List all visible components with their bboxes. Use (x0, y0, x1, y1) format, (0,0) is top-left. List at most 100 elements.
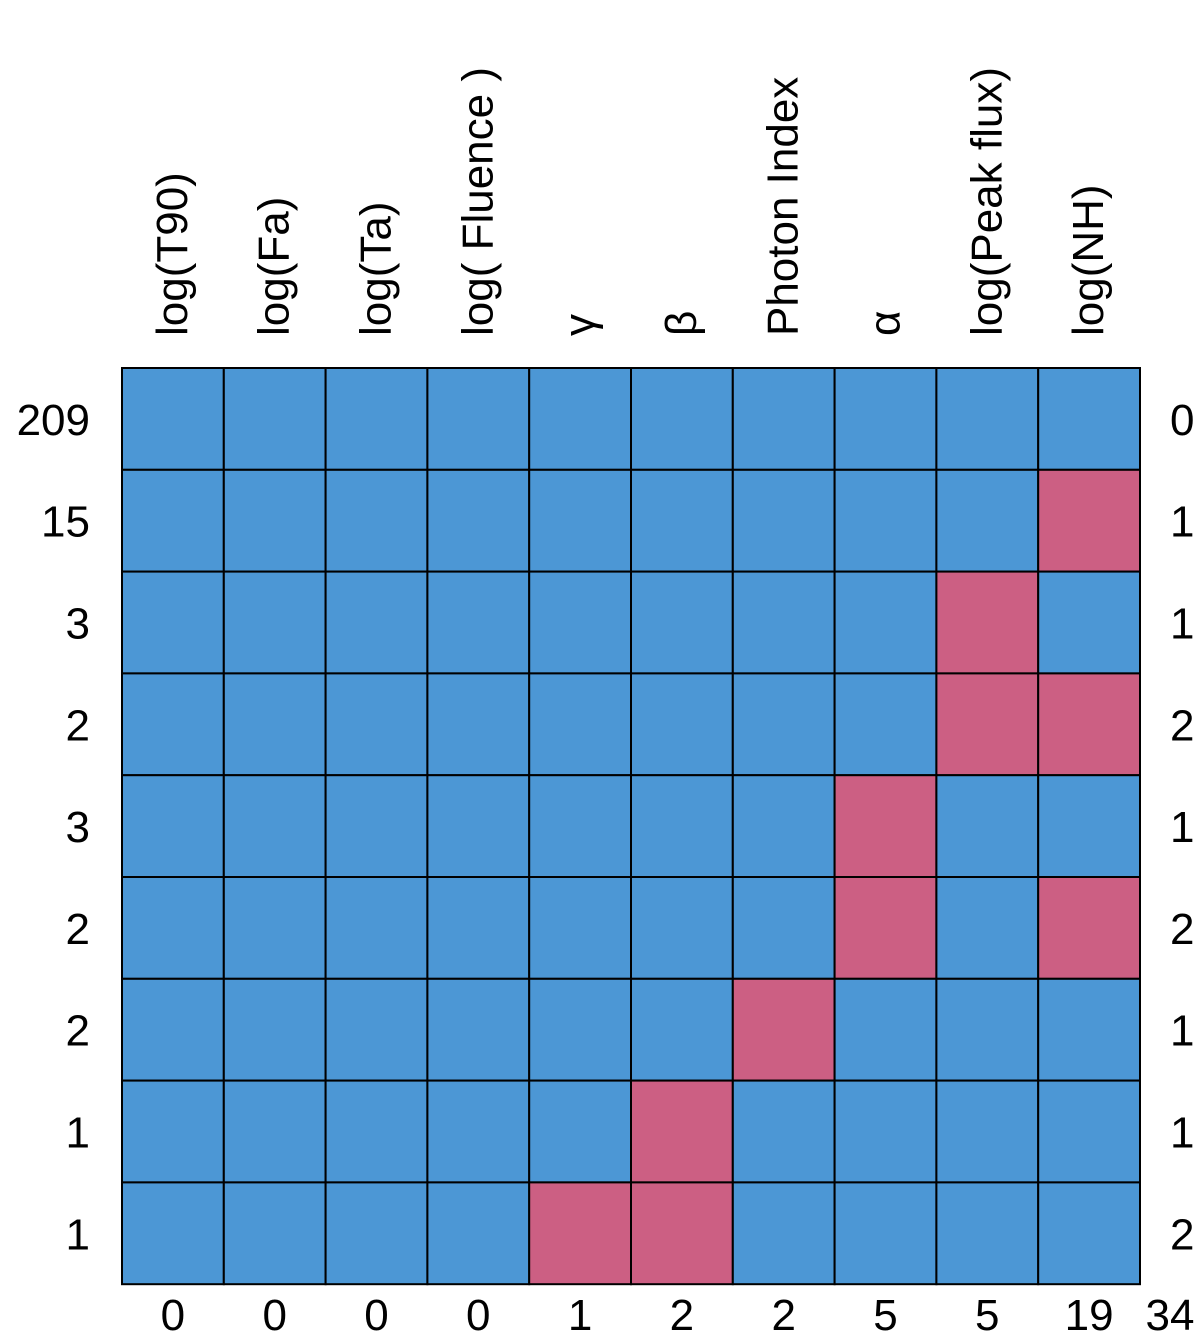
observed-cell (833, 1079, 938, 1184)
observed-cell (935, 774, 1040, 879)
row-missing-label: 0 (1170, 396, 1194, 445)
observed-cell (731, 468, 836, 573)
row-count-label: 2 (66, 905, 90, 954)
column-label: log(Ta) (352, 202, 401, 337)
column-total-label: 5 (975, 1291, 999, 1340)
observed-cell (426, 672, 531, 777)
column-label: log(Fa) (250, 197, 299, 336)
row-count-label: 2 (66, 1007, 90, 1056)
observed-cell (426, 1181, 531, 1286)
observed-cell (222, 774, 327, 879)
observed-cell (731, 1079, 836, 1184)
column-total-label: 2 (670, 1291, 694, 1340)
row-count-label: 15 (41, 498, 90, 547)
missing-cell (935, 672, 1040, 777)
observed-cell (426, 570, 531, 675)
observed-cell (324, 570, 429, 675)
observed-cell (1037, 1181, 1141, 1286)
column-total-label: 5 (873, 1291, 897, 1340)
column-label: α (861, 311, 910, 336)
column-label: Photon Index (759, 77, 808, 336)
observed-cell (222, 977, 327, 1082)
missing-cell (630, 1079, 734, 1184)
observed-cell (528, 468, 633, 573)
observed-cell (630, 367, 734, 471)
observed-cell (833, 977, 938, 1082)
observed-cell (528, 672, 633, 777)
observed-cell (528, 367, 633, 471)
missing-cell (528, 1181, 633, 1286)
pattern-grid (121, 367, 1141, 1286)
observed-cell (833, 672, 938, 777)
observed-cell (630, 774, 734, 879)
observed-cell (324, 977, 429, 1082)
observed-cell (630, 977, 734, 1082)
missing-cell (630, 1181, 734, 1286)
missing-cell (1037, 672, 1141, 777)
observed-cell (731, 1181, 836, 1286)
observed-cell (426, 876, 531, 980)
observed-cell (1037, 774, 1141, 879)
observed-cell (121, 774, 225, 879)
row-missing-label: 1 (1170, 498, 1194, 547)
observed-cell (1037, 570, 1141, 675)
row-missing-counts: 0 1 1 2 1 2 1 1 2 (1170, 396, 1194, 1259)
observed-cell (121, 977, 225, 1082)
column-label: log( Fluence ) (453, 67, 502, 336)
column-label: log(T90) (148, 172, 197, 336)
observed-cell (935, 1079, 1040, 1184)
observed-cell (935, 367, 1040, 471)
observed-cell (935, 977, 1040, 1082)
observed-cell (528, 977, 633, 1082)
observed-cell (222, 570, 327, 675)
column-total-label: 0 (466, 1291, 490, 1340)
row-count-label: 209 (17, 396, 90, 445)
column-missing-totals: 0 0 0 0 1 2 2 5 5 19 (161, 1291, 1114, 1340)
missing-cell (833, 774, 938, 879)
row-missing-label: 2 (1170, 701, 1194, 750)
missing-cell (731, 977, 836, 1082)
observed-cell (426, 468, 531, 573)
column-label: log(Peak flux) (962, 67, 1011, 336)
row-missing-label: 2 (1170, 905, 1194, 954)
observed-cell (630, 468, 734, 573)
observed-cell (222, 1181, 327, 1286)
row-count-label: 1 (66, 1109, 90, 1158)
observed-cell (121, 876, 225, 980)
row-count-label: 3 (66, 600, 90, 649)
observed-cell (121, 1079, 225, 1184)
observed-cell (324, 468, 429, 573)
observed-cell (528, 774, 633, 879)
column-label: γ (555, 314, 604, 336)
row-missing-label: 2 (1170, 1210, 1194, 1259)
observed-cell (935, 1181, 1040, 1286)
column-labels: log(T90) log(Fa) log(Ta) log( Fluence ) γ β Ph… (148, 67, 1113, 336)
observed-cell (935, 876, 1040, 980)
observed-cell (528, 876, 633, 980)
column-label: log(NH) (1064, 184, 1113, 336)
observed-cell (935, 468, 1040, 573)
column-total-label: 0 (262, 1291, 286, 1340)
observed-cell (630, 570, 734, 675)
missing-cell (1037, 876, 1141, 980)
column-total-label: 2 (771, 1291, 795, 1340)
observed-cell (426, 977, 531, 1082)
observed-cell (426, 774, 531, 879)
observed-cell (833, 367, 938, 471)
observed-cell (731, 367, 836, 471)
observed-cell (426, 367, 531, 471)
observed-cell (121, 367, 225, 471)
observed-cell (324, 1079, 429, 1184)
missing-cell (935, 570, 1040, 675)
observed-cell (528, 1079, 633, 1184)
observed-cell (1037, 367, 1141, 471)
observed-cell (324, 774, 429, 879)
observed-cell (121, 672, 225, 777)
missing-cell (833, 876, 938, 980)
column-total-label: 0 (161, 1291, 185, 1340)
observed-cell (731, 876, 836, 980)
observed-cell (1037, 977, 1141, 1082)
observed-cell (528, 570, 633, 675)
observed-cell (731, 672, 836, 777)
